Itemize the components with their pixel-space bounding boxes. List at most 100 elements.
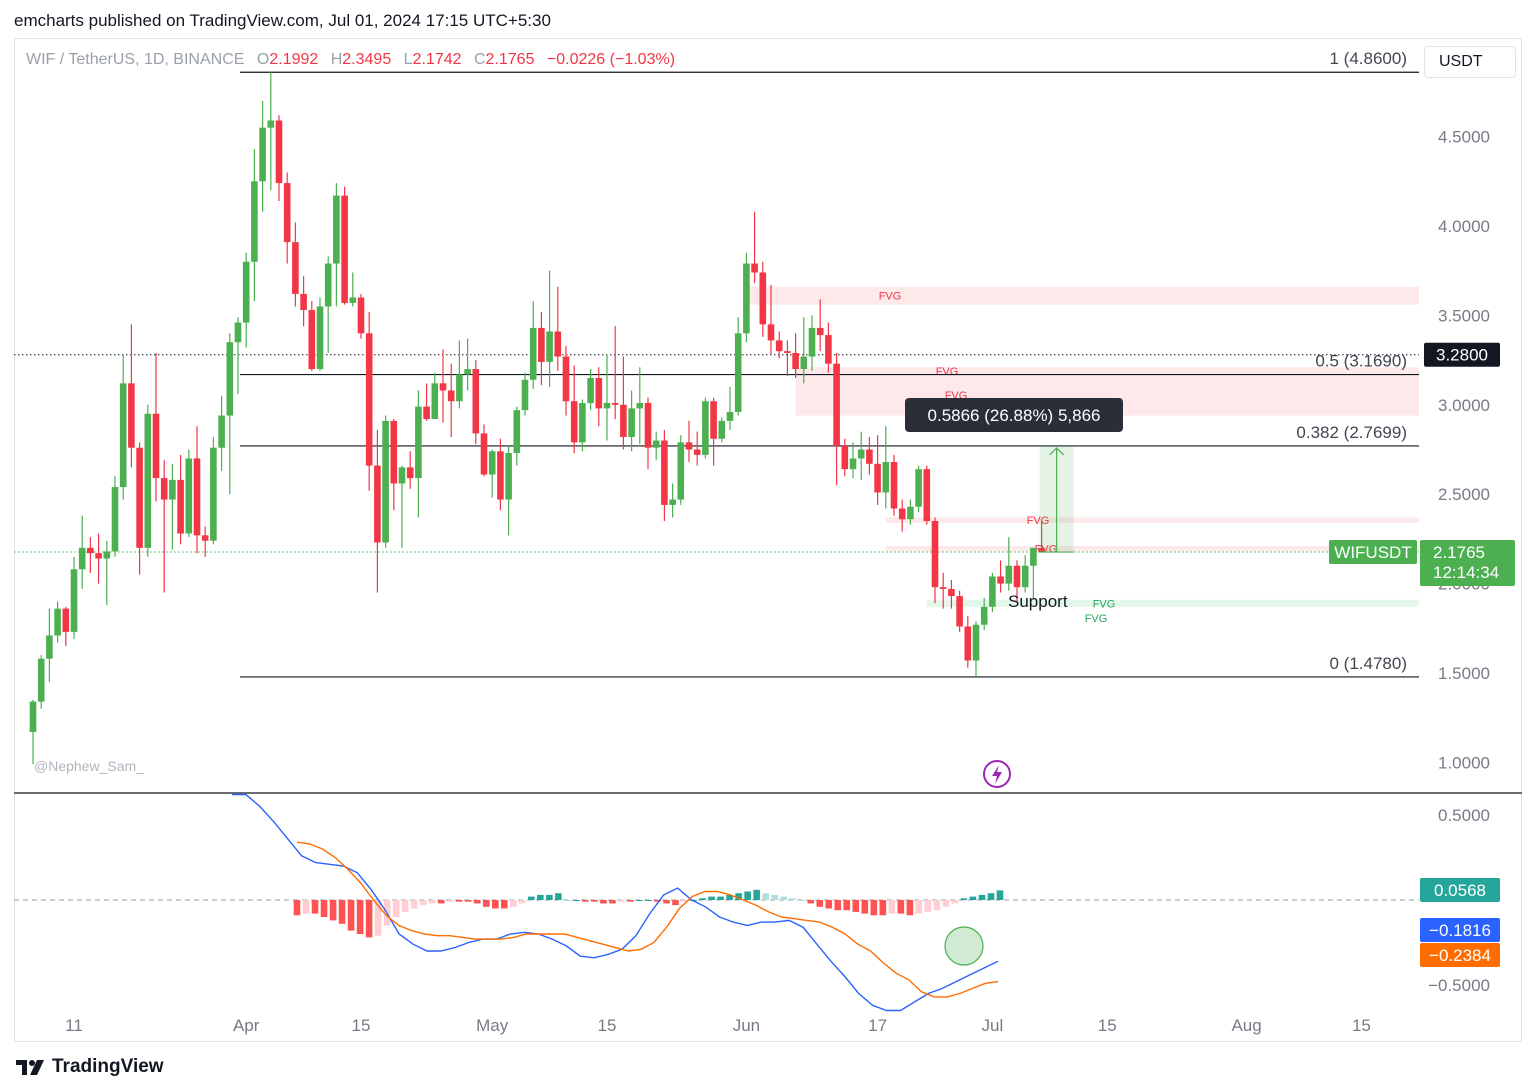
candle-body	[923, 469, 931, 522]
candle-body	[882, 462, 890, 493]
macd-histogram-bar	[491, 900, 499, 909]
candle-body	[652, 440, 660, 448]
time-tick-label: 15	[598, 1016, 617, 1035]
candle-body	[710, 401, 717, 439]
candle-body	[554, 331, 562, 357]
macd-histogram-bar	[762, 893, 769, 900]
candle-body	[767, 324, 775, 341]
macd-histogram-bar	[302, 900, 310, 914]
macd-histogram-bar	[699, 898, 706, 900]
footer-logo[interactable]: TradingView	[16, 1056, 164, 1078]
candle-body	[78, 547, 86, 570]
candle-body	[644, 403, 652, 448]
macd-histogram-bar	[906, 900, 914, 916]
candle-body	[456, 374, 463, 402]
candle-body	[324, 263, 332, 307]
fib-label: 1 (4.8600)	[1330, 49, 1408, 68]
macd-histogram-bar	[915, 900, 923, 914]
candle-body	[997, 576, 1004, 584]
macd-histogram-bar	[609, 900, 616, 904]
fvg-zone	[795, 367, 1419, 375]
candle-body	[915, 469, 922, 507]
candle-body	[603, 403, 611, 409]
macd-histogram-bar	[870, 900, 878, 916]
candle-body	[488, 451, 496, 475]
candle-body	[874, 463, 881, 493]
candle-body	[513, 410, 521, 454]
macd-histogram-bar	[555, 893, 562, 900]
measure-tooltip-box	[905, 398, 1123, 432]
candle-body	[595, 377, 603, 409]
price-tick-label: 4.5000	[1438, 128, 1490, 147]
currency-selector[interactable]: USDT	[1424, 46, 1516, 78]
candle-body	[259, 127, 266, 182]
time-tick-label: Jun	[733, 1016, 760, 1035]
candle-body	[226, 342, 234, 416]
signal-value-label: −0.2384	[1429, 946, 1491, 965]
open-key: O	[256, 51, 270, 68]
macd-histogram-bar	[510, 900, 517, 907]
time-tick-label: Jul	[982, 1016, 1004, 1035]
candle-body	[341, 195, 348, 303]
macd-histogram-bar	[419, 900, 427, 906]
candle-body	[308, 310, 316, 370]
macd-tick-label: −0.5000	[1428, 976, 1490, 995]
candle-body	[87, 547, 94, 554]
macd-histogram-bar	[888, 900, 896, 914]
macd-histogram-bar	[618, 900, 625, 902]
macd-histogram-bar	[951, 900, 959, 904]
fvg-zone	[926, 599, 1419, 607]
candle-body	[628, 408, 635, 437]
candle-body	[775, 340, 783, 352]
close-value: 2.1765	[485, 51, 535, 68]
fvg-label: FVG	[1093, 598, 1116, 610]
countdown-label: 12:14:34	[1433, 563, 1499, 582]
macd-histogram-bar	[780, 896, 787, 900]
fib-label: 0.382 (2.7699)	[1296, 423, 1407, 442]
candle-body	[472, 369, 480, 434]
time-tick-label: Aug	[1231, 1016, 1261, 1035]
macd-histogram-bar	[753, 889, 760, 900]
candle-body	[201, 535, 209, 541]
price-tick-label: 2.5000	[1438, 485, 1490, 504]
macd-histogram-bar	[437, 900, 445, 904]
macd-histogram-bar	[401, 900, 409, 912]
macd-histogram-bar	[519, 900, 526, 904]
candle-body	[152, 413, 160, 479]
candle-body	[333, 195, 340, 264]
candle-body	[857, 449, 865, 459]
candle-body	[300, 293, 307, 311]
macd-histogram-bar	[600, 900, 607, 904]
candle-body	[169, 479, 176, 500]
open-value: 2.1992	[269, 51, 319, 68]
candle-body	[480, 433, 488, 475]
macd-histogram-bar	[861, 900, 869, 914]
macd-histogram-bar	[627, 900, 634, 902]
close-key: C	[473, 51, 486, 68]
macd-histogram-bar	[392, 900, 400, 917]
candle-body	[816, 327, 824, 336]
fvg-zone	[885, 546, 1419, 552]
candle-body	[439, 383, 447, 391]
candle-body	[128, 383, 135, 448]
fib-label: 0 (1.4780)	[1330, 654, 1408, 673]
candle-body	[833, 363, 840, 446]
macd-histogram-bar	[347, 900, 355, 931]
time-tick-label: 15	[352, 1016, 371, 1035]
high-key: H	[330, 51, 343, 68]
last-price-badge	[1420, 540, 1515, 587]
candle-body	[1030, 547, 1037, 566]
support-label: Support	[1008, 592, 1068, 611]
candle-body	[866, 449, 873, 464]
macd-histogram-bar	[473, 900, 481, 904]
candle-body	[734, 333, 742, 412]
macd-histogram-bar	[573, 900, 580, 901]
fvg-label: FVG	[879, 291, 902, 303]
macd-value-label: −0.1816	[1429, 921, 1491, 940]
histogram-value-label: 0.0568	[1434, 881, 1486, 900]
macd-histogram-bar	[843, 900, 851, 911]
macd-histogram-bar	[564, 900, 571, 901]
candle-body	[980, 606, 988, 625]
candle-body	[1021, 565, 1029, 588]
